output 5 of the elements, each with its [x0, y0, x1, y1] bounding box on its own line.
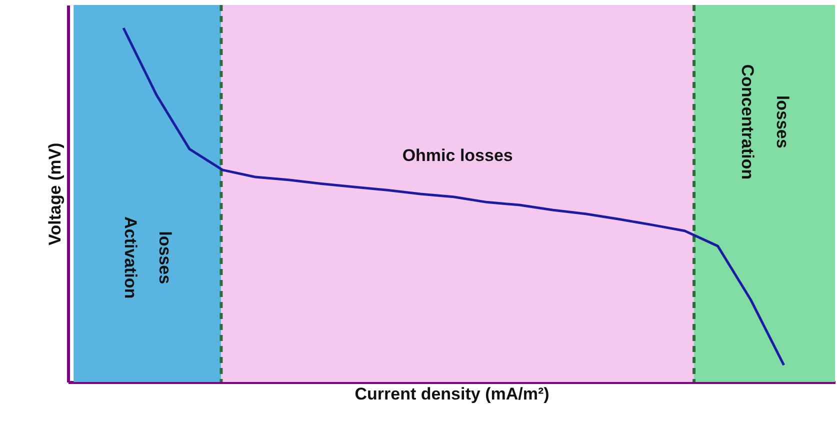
y-axis-title: Voltage (mV): [46, 142, 64, 246]
x-axis-title: Current density (mA/m²): [354, 384, 550, 404]
annotation: Ohmic losses: [402, 146, 513, 165]
annotation: Activation losses: [121, 216, 175, 299]
annotation: Concentration losses: [738, 64, 792, 180]
